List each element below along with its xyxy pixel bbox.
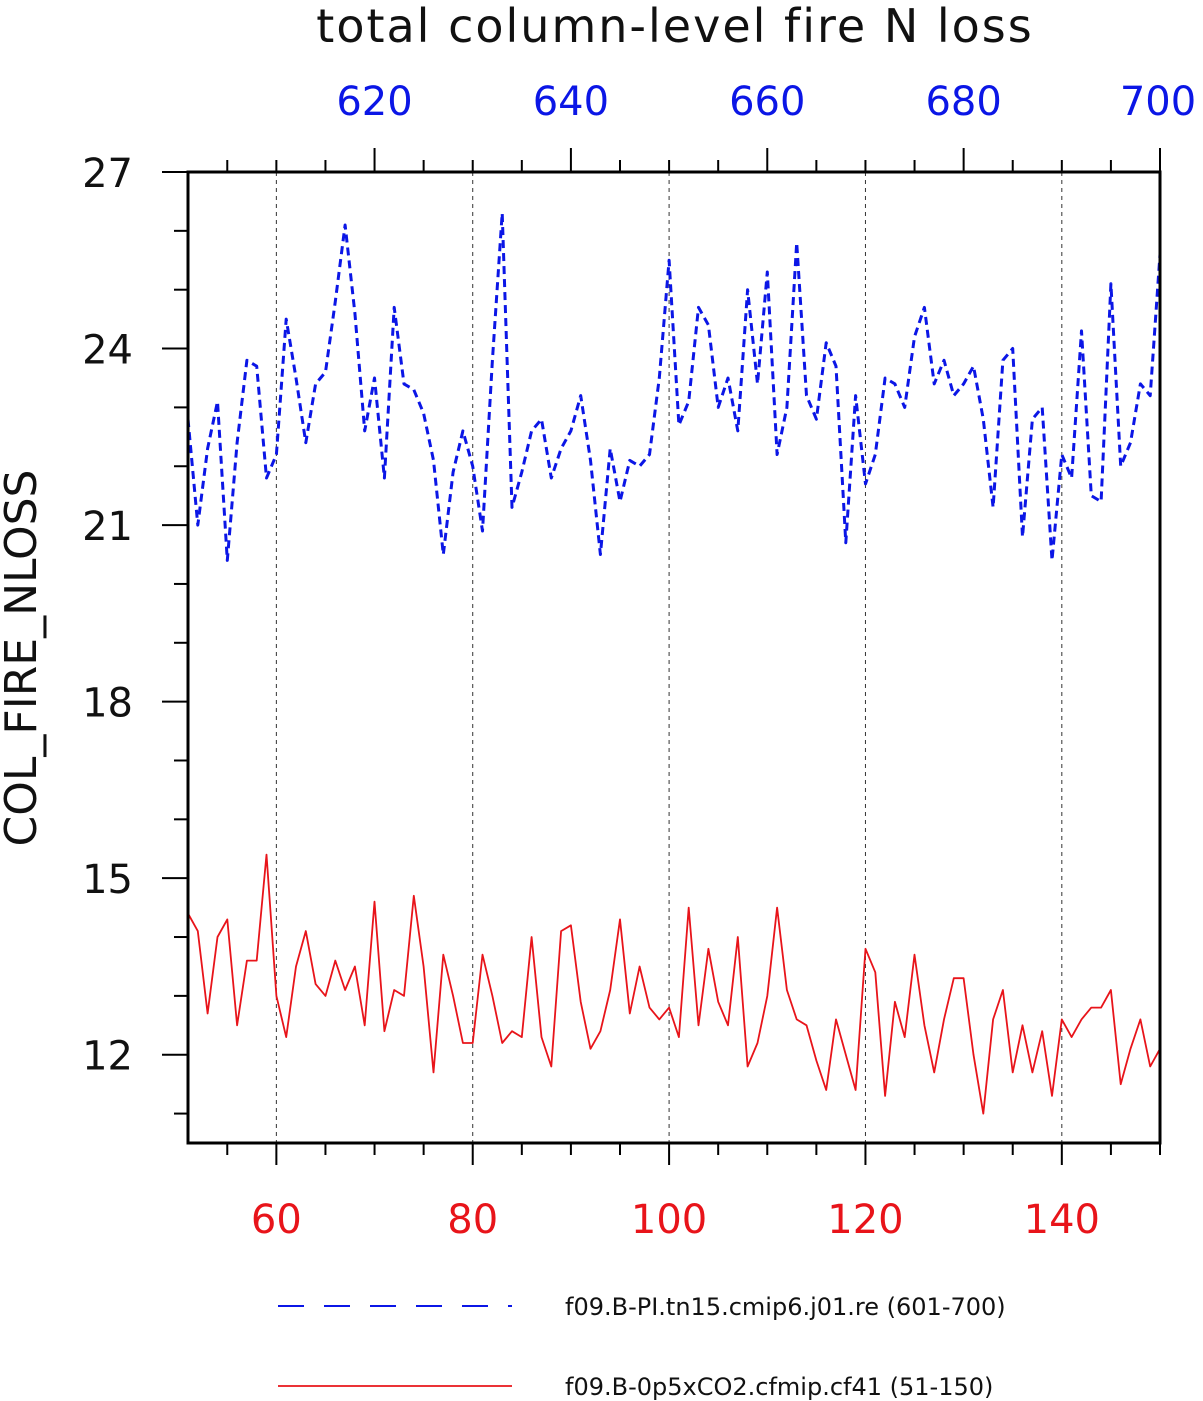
axes: 12 15 18 21 24 27 60 80 100 120 140 620 640 660 680 700 [82, 79, 1196, 1243]
y-tick-label: 12 [82, 1034, 133, 1080]
x-bottom-tick-label: 140 [1024, 1197, 1100, 1243]
x-top-tick-label: 660 [729, 79, 805, 125]
x-top-tick-label: 620 [336, 79, 412, 125]
x-bottom-tick-label: 80 [447, 1197, 498, 1243]
y-tick-label: 18 [82, 681, 133, 727]
x-bottom-tick-label: 120 [827, 1197, 903, 1243]
series-line-1 [186, 211, 1162, 562]
plot-frame [186, 170, 1162, 1145]
y-tick-label: 27 [82, 151, 133, 197]
series-layer [186, 211, 1162, 1115]
series-line-2 [187, 853, 1161, 1115]
x-bottom-tick-label: 100 [631, 1197, 707, 1243]
x-top-tick-label: 700 [1120, 79, 1196, 125]
y-tick-label: 15 [82, 857, 133, 903]
x-top-tick-label: 640 [533, 79, 609, 125]
y-tick-label: 24 [82, 328, 133, 374]
y-axis-label: COL_FIRE_NLOSS [0, 470, 47, 847]
legend-label-2: f09.B-0p5xCO2.cfmip.cf41 (51-150) [565, 1373, 993, 1401]
y-tick-label: 21 [82, 504, 133, 550]
chart-title: total column-level fire N loss [316, 0, 1033, 53]
x-top-tick-label: 680 [925, 79, 1001, 125]
legend-label-1: f09.B-PI.tn15.cmip6.j01.re (601-700) [565, 1293, 1006, 1321]
legend: f09.B-PI.tn15.cmip6.j01.re (601-700) f09.… [278, 1293, 1006, 1401]
grid-lines [275, 172, 1063, 1143]
x-bottom-tick-label: 60 [251, 1197, 302, 1243]
